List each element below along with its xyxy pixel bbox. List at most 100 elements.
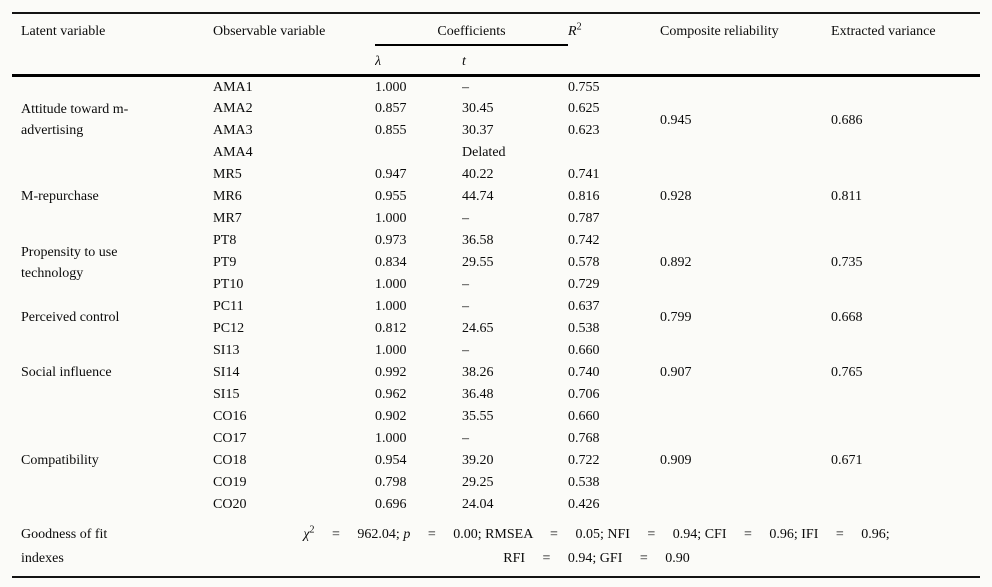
r2-value-cell: 0.578	[568, 255, 600, 270]
latent-variable-cell: Perceived control	[21, 310, 120, 325]
observable-variable-cell: CO18	[213, 453, 247, 468]
t-value-cell: 30.45	[462, 101, 494, 116]
table-row: PC12 0.812 24.65 0.538	[12, 318, 980, 340]
r2-value-cell: 0.742	[568, 233, 600, 248]
r2-value-cell: 0.625	[568, 101, 600, 116]
composite-reliability-cell: 0.945	[660, 112, 692, 128]
fit-segment-1: = 962.04;	[314, 526, 404, 542]
lambda-value-cell: 0.962	[375, 387, 407, 402]
table-row: MR7 1.000 – 0.787	[12, 208, 980, 230]
t-value-cell: –	[462, 277, 469, 292]
lambda-value-cell: 1.000	[375, 299, 407, 314]
table-header: Latent variable Observable variable Coef…	[12, 13, 981, 75]
table-row: Perceived control PC11 1.000 – 0.637 0.799 0.6…	[12, 296, 980, 325]
composite-reliability-cell: 0.928	[660, 189, 692, 204]
composite-reliability-cell: 0.907	[660, 365, 692, 380]
header-t: t	[462, 54, 466, 69]
lambda-value-cell: 0.902	[375, 409, 407, 424]
r2-value-cell: 0.755	[568, 79, 600, 95]
header-r-squared: R2	[568, 13, 660, 75]
latent-variable-cell: Attitude toward m- advertising	[21, 102, 129, 138]
table-footer: Goodness of fit indexes χ2 = 962.04; p =…	[12, 516, 980, 577]
observable-variable-cell: PC11	[213, 299, 244, 314]
r-squared-exponent: 2	[576, 21, 582, 33]
goodness-of-fit-row: Goodness of fit indexes χ2 = 962.04; p =…	[12, 516, 980, 577]
t-value-cell: Delated	[462, 145, 506, 160]
table-row: CO20 0.696 24.04 0.426	[12, 494, 980, 516]
table-row: AMA3 0.855 30.37 0.623	[12, 120, 980, 142]
lambda-value-cell: 0.992	[375, 365, 407, 380]
lambda-value-cell: 1.000	[375, 431, 407, 446]
table-row: Social influence SI13 1.000 – 0.660 0.907 0.76…	[12, 340, 980, 380]
r2-value-cell: 0.706	[568, 387, 600, 402]
goodness-of-fit-label: Goodness of fit indexes	[21, 526, 108, 566]
table-row: PT10 1.000 – 0.729	[12, 274, 980, 296]
r2-value-cell: 0.741	[568, 167, 600, 182]
lambda-value-cell: 0.973	[375, 233, 407, 248]
composite-reliability-cell: 0.909	[660, 453, 692, 468]
table-row: PT9 0.834 29.55 0.578	[12, 252, 980, 274]
t-value-cell: 30.37	[462, 123, 494, 138]
observable-variable-cell: AMA2	[213, 101, 253, 116]
observable-variable-cell: CO17	[213, 431, 247, 446]
chi-exponent: 2	[309, 523, 315, 535]
r2-value-cell: 0.538	[568, 475, 600, 490]
extracted-variance-cell: 0.671	[831, 453, 863, 468]
latent-variable-cell: M-repurchase	[21, 189, 99, 204]
lambda-value-cell: 1.000	[375, 277, 407, 292]
t-value-cell: 36.58	[462, 233, 494, 248]
observable-variable-cell: SI14	[213, 365, 240, 380]
latent-variable-cell: Social influence	[21, 365, 112, 380]
t-value-cell: 24.04	[462, 497, 494, 512]
header-coefficients: Coefficients	[375, 13, 569, 46]
lambda-value-cell: 0.955	[375, 189, 407, 204]
t-value-cell: 35.55	[462, 409, 494, 424]
r2-value-cell: 0.816	[568, 189, 600, 204]
observable-variable-cell: AMA4	[213, 145, 253, 160]
chi-symbol: χ	[303, 526, 310, 542]
table-row: CO19 0.798 29.25 0.538	[12, 472, 980, 494]
t-value-cell: –	[462, 211, 469, 226]
r2-value-cell: 0.660	[568, 409, 600, 424]
lambda-value-cell: 0.954	[375, 453, 407, 468]
r2-value-cell: 0.660	[568, 343, 600, 358]
lambda-value-cell: 1.000	[375, 343, 407, 358]
observable-variable-cell: MR5	[213, 167, 242, 182]
observable-variable-cell: AMA1	[213, 79, 253, 95]
latent-variable-cell: Propensity to use technology	[21, 244, 118, 281]
header-latent-variable: Latent variable	[21, 24, 106, 39]
table-row: MR6 0.955 44.74 0.816	[12, 186, 980, 208]
r2-value-cell: 0.637	[568, 299, 600, 314]
observable-variable-cell: MR7	[213, 211, 242, 226]
r2-value-cell: 0.623	[568, 123, 600, 138]
t-value-cell: –	[462, 431, 469, 446]
fit-indexes-line-1: χ2 = 962.04; p = 0.00; RMSEA = 0.05; NFI…	[213, 523, 980, 547]
header-row-main: Latent variable Observable variable Coef…	[12, 13, 980, 46]
p-symbol: p	[403, 526, 411, 542]
observable-variable-cell: CO20	[213, 497, 247, 512]
t-value-cell: –	[462, 79, 469, 95]
latent-variable-cell: Compatibility	[21, 453, 99, 468]
r-squared-symbol: R	[568, 24, 577, 39]
lambda-value-cell: 0.947	[375, 167, 407, 182]
table-row: CO17 1.000 – 0.768	[12, 428, 980, 450]
table-row: CO18 0.954 39.20 0.722	[12, 450, 980, 472]
r2-value-cell: 0.729	[568, 277, 600, 292]
r2-value-cell: 0.722	[568, 453, 600, 468]
t-value-cell: 39.20	[462, 453, 494, 468]
table-body: Attitude toward m- advertising AMA1 1.000 –…	[12, 75, 980, 516]
lambda-value-cell: 0.696	[375, 497, 407, 512]
composite-reliability-cell: 0.799	[660, 310, 692, 325]
t-value-cell: 29.55	[462, 255, 494, 270]
table-row: M-repurchase MR5 0.947 40.22 0.741 0.928 0.811	[12, 164, 980, 204]
composite-reliability-cell: 0.892	[660, 255, 692, 270]
observable-variable-cell: PT9	[213, 255, 237, 270]
table-row: SI15 0.962 36.48 0.706	[12, 384, 980, 406]
t-value-cell: 24.65	[462, 321, 494, 336]
header-lambda: λ	[375, 54, 382, 69]
header-extracted-variance: Extracted variance	[831, 24, 936, 39]
header-composite-reliability: Composite reliability	[660, 24, 779, 39]
t-value-cell: –	[462, 343, 469, 358]
observable-variable-cell: CO19	[213, 475, 247, 490]
fit-indexes-line-2: RFI = 0.94; GFI = 0.90	[503, 550, 690, 566]
